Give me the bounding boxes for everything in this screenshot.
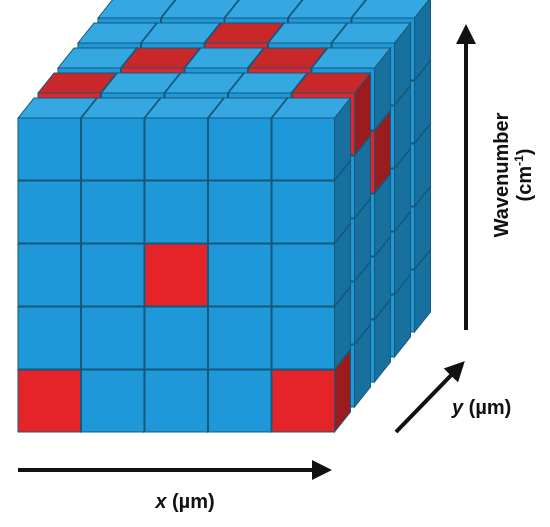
voxel-front	[208, 117, 272, 181]
voxel-front	[17, 369, 81, 433]
voxel-front	[144, 306, 208, 370]
voxel-front	[81, 306, 145, 370]
voxel-front	[17, 243, 81, 307]
voxel-front	[271, 243, 335, 307]
voxel-front	[144, 117, 208, 181]
voxel-front	[81, 243, 145, 307]
voxel-front	[81, 369, 145, 433]
voxel-front	[208, 306, 272, 370]
voxel-front	[17, 306, 81, 370]
voxel-front	[17, 180, 81, 244]
voxel-front	[81, 180, 145, 244]
voxel-front	[144, 369, 208, 433]
y-arrow	[394, 361, 465, 434]
voxel-front	[17, 117, 81, 181]
voxel-front	[208, 243, 272, 307]
voxel-front	[271, 180, 335, 244]
voxel-front	[144, 180, 208, 244]
voxel-front	[271, 306, 335, 370]
voxel-front	[144, 243, 208, 307]
voxel-front	[208, 369, 272, 433]
voxel-front	[208, 180, 272, 244]
y-label: y (µm)	[451, 397, 511, 419]
wavenumber-unit: (cm-1)	[512, 149, 536, 202]
wavenumber-label: Wavenumber	[491, 112, 513, 237]
voxel-front	[271, 369, 335, 433]
x-label: x (µm)	[154, 491, 214, 513]
voxel-cube	[16, 0, 432, 434]
voxel-front	[81, 117, 145, 181]
voxel-front	[271, 117, 335, 181]
